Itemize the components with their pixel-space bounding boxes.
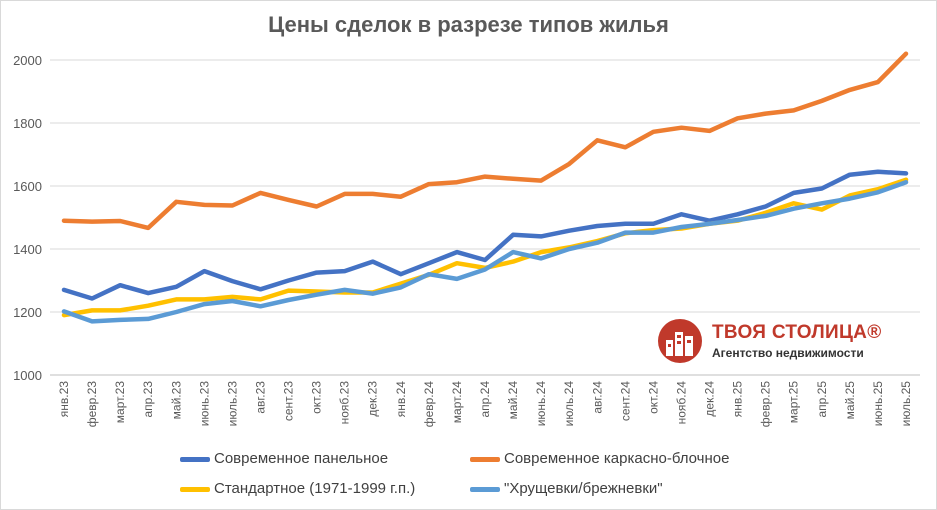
- y-tick-label: 1200: [13, 305, 42, 320]
- x-tick-label: март.24: [450, 381, 464, 424]
- chart-title: Цены сделок в разрезе типов жилья: [268, 12, 669, 37]
- legend-swatch-3: [470, 486, 500, 492]
- legend-item-2: Стандартное (1971-1999 г.п.): [180, 480, 415, 497]
- y-tick-label: 1000: [13, 368, 42, 383]
- x-tick-label: май.23: [169, 381, 183, 420]
- x-tick-label: июнь.25: [871, 381, 885, 427]
- x-tick-label: нояб.24: [674, 381, 688, 425]
- x-tick-label: янв.23: [57, 381, 71, 418]
- legend-item-3: "Хрущевки/брежневки": [470, 480, 663, 497]
- building-logo-icon: [658, 319, 702, 363]
- y-tick-label: 1600: [13, 179, 42, 194]
- y-tick-label: 1400: [13, 242, 42, 257]
- x-tick-label: февр.25: [759, 381, 773, 428]
- x-tick-label: янв.24: [394, 381, 408, 418]
- legend-label-3: "Хрущевки/брежневки": [504, 480, 663, 497]
- x-tick-label: февр.23: [85, 381, 99, 428]
- legend-label-0: Современное панельное: [214, 450, 389, 467]
- legend-label-2: Стандартное (1971-1999 г.п.): [214, 480, 416, 497]
- legend-swatch-2: [180, 486, 210, 492]
- x-tick-label: окт.23: [310, 381, 324, 414]
- y-tick-label: 2000: [13, 53, 42, 68]
- x-tick-label: февр.24: [422, 381, 436, 428]
- x-tick-label: окт.24: [646, 381, 660, 414]
- legend-label-1: Современное каркасно-блочное: [504, 450, 730, 467]
- x-tick-label: янв.25: [731, 381, 745, 418]
- x-tick-label: дек.23: [366, 381, 380, 417]
- x-tick-label: июнь.23: [197, 381, 211, 427]
- x-tick-label: апр.23: [141, 381, 155, 418]
- legend-swatch-0: [180, 456, 210, 462]
- x-tick-label: апр.24: [478, 381, 492, 418]
- legend-item-0: Современное панельное: [180, 450, 388, 467]
- x-tick-label: июль.23: [225, 381, 239, 427]
- x-tick-label: июнь.24: [534, 381, 548, 427]
- x-tick-label: нояб.23: [338, 381, 352, 425]
- x-tick-label: авг.24: [590, 381, 604, 414]
- series-line-0: [61, 169, 909, 301]
- x-tick-label: сент.24: [618, 381, 632, 421]
- legend-swatch-1: [470, 456, 500, 462]
- x-tick-label: авг.23: [253, 381, 267, 414]
- y-tick-label: 1800: [13, 116, 42, 131]
- x-tick-label: март.23: [113, 381, 127, 424]
- x-tick-label: сент.23: [282, 381, 296, 421]
- series-line-1: [61, 51, 909, 231]
- series-line-3: [61, 179, 909, 324]
- legend-item-1: Современное каркасно-блочное: [470, 450, 729, 467]
- x-tick-label: дек.24: [703, 381, 717, 417]
- x-tick-label: март.25: [787, 381, 801, 424]
- x-tick-label: май.25: [843, 381, 857, 420]
- logo-subtitle: Агентство недвижимости: [712, 346, 864, 360]
- x-tick-label: апр.25: [815, 381, 829, 418]
- x-tick-label: май.24: [506, 381, 520, 420]
- x-tick-label: июль.25: [899, 381, 913, 427]
- company-logo: ТВОЯ СТОЛИЦА® Агентство недвижимости: [656, 318, 916, 364]
- x-tick-label: июль.24: [562, 381, 576, 427]
- logo-company-name: ТВОЯ СТОЛИЦА®: [712, 322, 882, 343]
